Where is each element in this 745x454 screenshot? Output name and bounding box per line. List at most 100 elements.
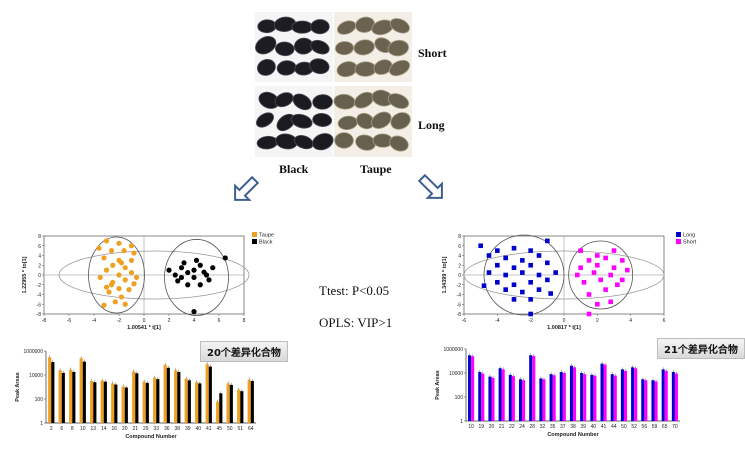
bar xyxy=(205,364,209,423)
y-tick-label: -2 xyxy=(37,283,42,289)
legend-swatch xyxy=(676,232,681,237)
bar xyxy=(103,381,107,423)
x-tick-label: -6 xyxy=(67,318,72,324)
bar xyxy=(478,372,482,421)
seed xyxy=(310,39,330,55)
x-tick-label: 4 xyxy=(629,318,632,324)
legend-swatch xyxy=(252,239,257,244)
seed xyxy=(387,39,409,57)
seed xyxy=(292,93,312,111)
y-tick-label: 100 xyxy=(455,395,464,401)
legend-label: Taupe xyxy=(259,233,274,239)
left-bar-chart: 1000000 10000 100 1 Peak Areas 2 6 8 10 13 14 16 20 2… xyxy=(15,349,256,440)
score-point xyxy=(121,248,127,254)
x-axis-label: Compound Number xyxy=(547,432,599,438)
score-point xyxy=(210,265,216,271)
x-tick-label: 10 xyxy=(80,426,86,432)
score-point xyxy=(586,311,592,317)
bar xyxy=(488,376,492,421)
y-tick-label: 8 xyxy=(38,234,41,240)
score-point xyxy=(528,297,533,302)
score-point xyxy=(620,277,625,283)
y-tick-label: 10000 xyxy=(29,373,43,379)
bar xyxy=(623,370,628,421)
x-tick-label: 51 xyxy=(237,426,243,432)
x-tick-label: 28 xyxy=(529,424,535,430)
bar xyxy=(569,365,573,421)
score-point xyxy=(603,255,608,261)
seed xyxy=(334,132,354,149)
bar xyxy=(208,366,212,423)
score-point xyxy=(131,250,137,256)
seed xyxy=(355,134,376,151)
seed xyxy=(354,61,377,77)
x-tick-label: 39 xyxy=(580,424,586,430)
score-point xyxy=(133,274,140,281)
x-tick-label: -4 xyxy=(92,318,97,324)
bar xyxy=(542,379,546,421)
x-tick-label: 16 xyxy=(111,426,117,432)
score-point xyxy=(101,302,107,308)
seed xyxy=(388,59,411,77)
score-point xyxy=(128,269,135,276)
bar xyxy=(481,373,485,421)
score-point xyxy=(103,284,110,290)
score-point xyxy=(128,257,135,263)
x-tick-label: 20 xyxy=(122,426,128,432)
y-tick-label: 8 xyxy=(458,234,461,240)
bar xyxy=(620,369,624,421)
score-point xyxy=(528,280,533,285)
group-circle xyxy=(88,236,145,314)
score-point xyxy=(478,243,483,249)
score-point xyxy=(548,291,553,296)
score-point xyxy=(615,282,620,288)
score-point xyxy=(578,248,583,253)
y-tick-label: 2 xyxy=(38,263,41,269)
score-point xyxy=(495,248,500,253)
bar xyxy=(613,375,617,421)
bar xyxy=(654,381,658,421)
score-point xyxy=(503,255,508,261)
bar xyxy=(111,383,115,423)
bar xyxy=(79,358,83,423)
bar xyxy=(573,367,577,421)
x-tick-label: 70 xyxy=(672,424,678,430)
x-tick-label: -8 xyxy=(42,318,47,324)
legend-swatch xyxy=(252,232,257,237)
bar xyxy=(501,369,505,421)
seed xyxy=(389,135,409,152)
x-tick-label: 2 xyxy=(596,318,599,324)
bar xyxy=(590,374,594,421)
score-point xyxy=(591,270,597,275)
seed xyxy=(312,113,333,127)
legend-label: Short xyxy=(683,240,697,246)
y-tick-label: 10000 xyxy=(449,371,463,377)
x-tick-label: 56 xyxy=(642,424,648,430)
x-tick-label: 44 xyxy=(611,424,617,430)
score-point xyxy=(528,248,533,253)
bar xyxy=(529,355,533,421)
bar xyxy=(631,367,635,421)
x-tick-label: 38 xyxy=(174,426,180,432)
x-tick-label: 64 xyxy=(248,426,254,432)
score-point xyxy=(520,289,525,295)
bar xyxy=(250,380,254,423)
bar xyxy=(471,356,475,421)
score-point xyxy=(178,265,185,271)
x-tick-label: 2 xyxy=(168,318,171,324)
bar xyxy=(69,369,73,423)
bar xyxy=(145,382,149,423)
bar xyxy=(135,373,139,423)
x-tick-label: 41 xyxy=(206,426,212,432)
bar xyxy=(177,371,181,423)
score-point xyxy=(116,240,122,246)
bar xyxy=(240,391,244,423)
score-point xyxy=(608,272,613,278)
score-point xyxy=(503,272,508,278)
x-tick-label: 13 xyxy=(90,426,96,432)
score-point xyxy=(625,267,630,273)
bar xyxy=(674,373,678,421)
y-tick-label: 0 xyxy=(38,273,41,279)
ttest-criterion: Ttest: P<0.05 xyxy=(319,283,390,298)
score-point xyxy=(528,311,533,317)
